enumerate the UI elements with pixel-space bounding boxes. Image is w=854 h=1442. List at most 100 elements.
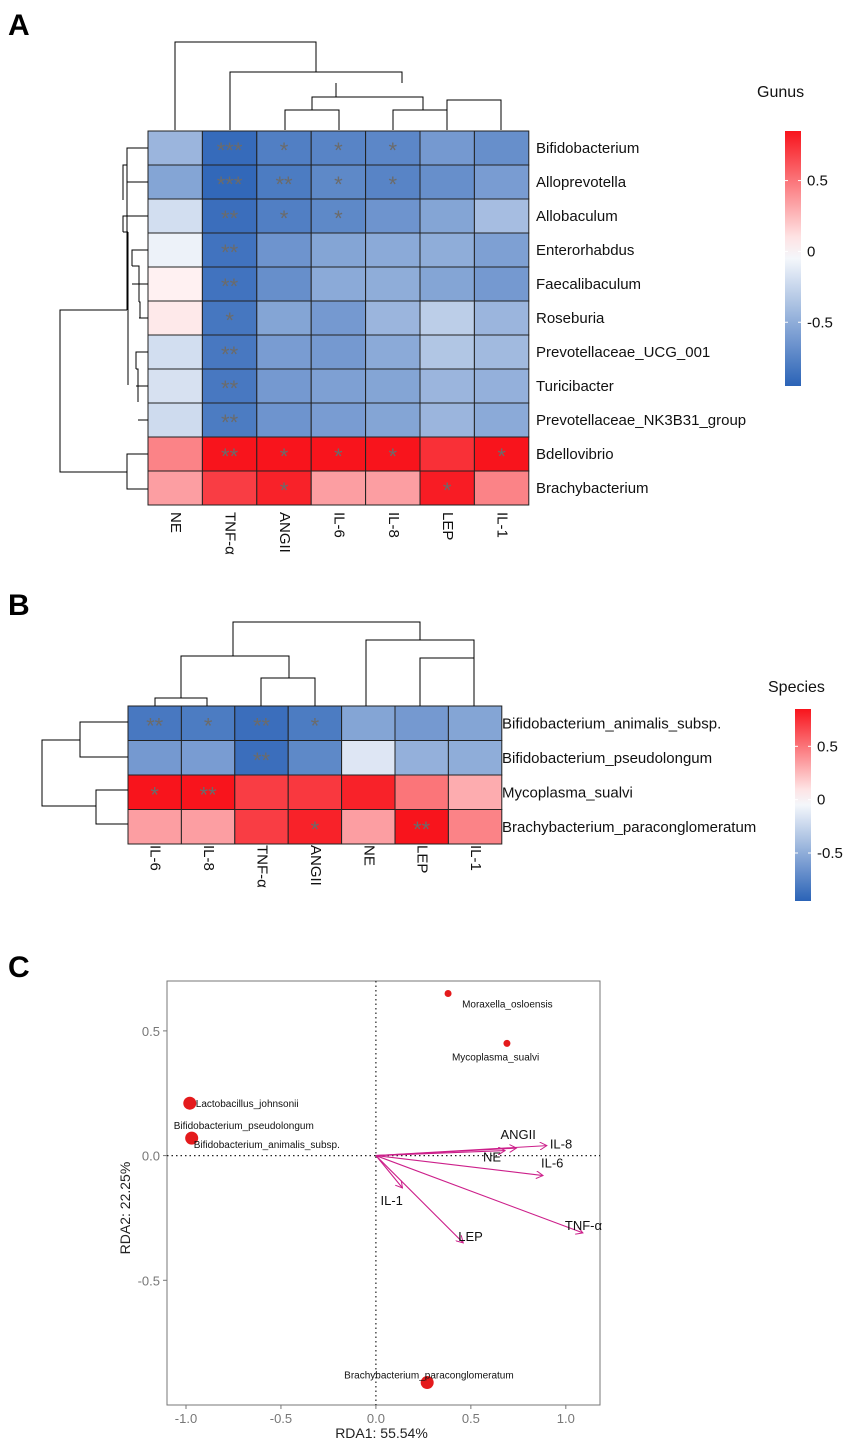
rda-species-point bbox=[420, 1376, 434, 1390]
species-cell-2-3 bbox=[287, 774, 343, 810]
species-cell-3-4 bbox=[341, 809, 396, 845]
genus-significance-0-4: * bbox=[389, 138, 398, 163]
genus-cell-9-6 bbox=[473, 436, 530, 472]
genus-significance-2-3: * bbox=[334, 206, 343, 231]
genus-cell-0-1 bbox=[201, 130, 258, 166]
genus-cell-1-4 bbox=[365, 164, 421, 200]
genus-cell-2-2 bbox=[256, 198, 312, 234]
genus-cell-10-3 bbox=[310, 470, 367, 506]
species-cell-0-1 bbox=[180, 705, 236, 741]
genus-cell-10-0 bbox=[147, 470, 203, 506]
species-heatmap: ** * ** **** *** **Bifidobacterium_animalis_s… bbox=[127, 705, 756, 888]
genus-cell-8-5 bbox=[419, 402, 475, 438]
rda-biplot: -1.0 -0.5 0.0 0.5 1.0 -0.5 0.0 0.5 RDA1: 55.54% R… bbox=[117, 980, 603, 1441]
genus-significance-2-1: ** bbox=[221, 206, 239, 231]
species-cell-1-4 bbox=[341, 740, 396, 776]
genus-cell-2-6 bbox=[473, 198, 530, 234]
genus-row-label: Brachybacterium bbox=[536, 480, 649, 497]
genus-legend-tick: 0.5 bbox=[807, 173, 828, 190]
rda-x-tick-label: 0.0 bbox=[367, 1411, 385, 1426]
genus-row-label: Prevotellaceae_UCG_001 bbox=[536, 344, 710, 361]
genus-significance-1-4: * bbox=[389, 172, 398, 197]
species-row-label: Mycoplasma_sualvi bbox=[502, 784, 633, 801]
genus-cell-8-4 bbox=[365, 402, 421, 438]
genus-cell-3-6 bbox=[473, 232, 530, 268]
species-cell-0-0 bbox=[127, 705, 182, 741]
genus-cell-5-2 bbox=[256, 300, 312, 336]
genus-cell-7-2 bbox=[256, 368, 312, 404]
genus-significance-6-1: ** bbox=[221, 342, 239, 367]
rda-species-point bbox=[444, 989, 452, 997]
species-cell-1-3 bbox=[287, 740, 343, 776]
rda-species-point bbox=[503, 1039, 511, 1047]
rda-y-tick-label: 0.5 bbox=[142, 1024, 160, 1039]
genus-cell-0-6 bbox=[473, 130, 530, 166]
species-cell-0-6 bbox=[447, 705, 503, 741]
col-dendrogram-a bbox=[174, 41, 502, 130]
genus-cell-4-3 bbox=[310, 266, 367, 302]
genus-significance-9-2: * bbox=[280, 444, 289, 469]
genus-significance-9-6: * bbox=[497, 444, 506, 469]
genus-cell-3-3 bbox=[310, 232, 367, 268]
species-column-label: IL-8 bbox=[200, 845, 217, 871]
species-cell-2-2 bbox=[234, 774, 289, 810]
species-legend-tick: 0.5 bbox=[817, 738, 838, 755]
genus-significance-10-5: * bbox=[443, 478, 452, 503]
genus-cell-7-4 bbox=[365, 368, 421, 404]
species-cell-1-2 bbox=[234, 740, 289, 776]
genus-cell-4-6 bbox=[473, 266, 530, 302]
genus-cell-7-5 bbox=[419, 368, 475, 404]
species-column-label: IL-1 bbox=[467, 845, 484, 871]
rda-vector-label: NE bbox=[483, 1150, 501, 1165]
rda-species-label: Mycoplasma_sualvi bbox=[452, 1052, 539, 1063]
species-significance-2-0: * bbox=[150, 782, 159, 807]
genus-column-label: TNF-α bbox=[222, 512, 239, 555]
genus-cell-5-5 bbox=[419, 300, 475, 336]
genus-row-label: Alloprevotella bbox=[536, 174, 627, 191]
species-cell-2-5 bbox=[394, 774, 449, 810]
species-significance-0-3: * bbox=[311, 713, 320, 738]
genus-cell-0-5 bbox=[419, 130, 475, 166]
species-cell-0-4 bbox=[341, 705, 396, 741]
species-significance-0-2: ** bbox=[253, 713, 271, 738]
genus-cell-9-2 bbox=[256, 436, 312, 472]
species-cell-2-1 bbox=[180, 774, 236, 810]
genus-cell-9-0 bbox=[147, 436, 203, 472]
genus-cell-4-2 bbox=[256, 266, 312, 302]
rda-x-tick-label: 1.0 bbox=[557, 1411, 575, 1426]
genus-cell-8-6 bbox=[473, 402, 530, 438]
rda-vector-label: IL-6 bbox=[541, 1156, 563, 1171]
species-row-label: Brachybacterium_paraconglomeratum bbox=[502, 819, 756, 836]
species-cell-3-0 bbox=[127, 809, 182, 845]
genus-cell-4-4 bbox=[365, 266, 421, 302]
genus-row-label: Prevotellaceae_NK3B31_group bbox=[536, 412, 746, 429]
rda-vector-ne bbox=[375, 1151, 505, 1157]
species-cell-2-4 bbox=[341, 774, 396, 810]
rda-species-point bbox=[183, 1096, 197, 1110]
rda-species-label: Brachybacterium_paraconglomeratum bbox=[344, 1371, 514, 1382]
genus-cell-3-2 bbox=[256, 232, 312, 268]
genus-significance-5-1: * bbox=[225, 308, 234, 333]
genus-cell-1-0 bbox=[147, 164, 203, 200]
genus-significance-0-1: *** bbox=[217, 138, 243, 163]
genus-cell-4-5 bbox=[419, 266, 475, 302]
rda-species-label: Moraxella_osloensis bbox=[462, 999, 553, 1010]
species-column-label: NE bbox=[360, 845, 377, 866]
genus-cell-1-2 bbox=[256, 164, 312, 200]
genus-cell-10-6 bbox=[473, 470, 530, 506]
genus-cell-9-5 bbox=[419, 436, 475, 472]
genus-significance-4-1: ** bbox=[221, 274, 239, 299]
species-column-label: ANGII bbox=[307, 845, 324, 886]
species-cell-1-0 bbox=[127, 740, 182, 776]
rda-vector-tnf-α bbox=[375, 1155, 583, 1233]
species-cell-2-6 bbox=[447, 774, 503, 810]
genus-cell-8-2 bbox=[256, 402, 312, 438]
genus-significance-0-2: * bbox=[280, 138, 289, 163]
species-significance-2-1: ** bbox=[200, 782, 218, 807]
rda-vector-label: TNF-α bbox=[565, 1218, 603, 1233]
genus-legend-title: Gunus bbox=[757, 84, 804, 101]
genus-cell-6-4 bbox=[365, 334, 421, 370]
genus-cell-1-6 bbox=[473, 164, 530, 200]
genus-row-label: Faecalibaculum bbox=[536, 276, 641, 293]
